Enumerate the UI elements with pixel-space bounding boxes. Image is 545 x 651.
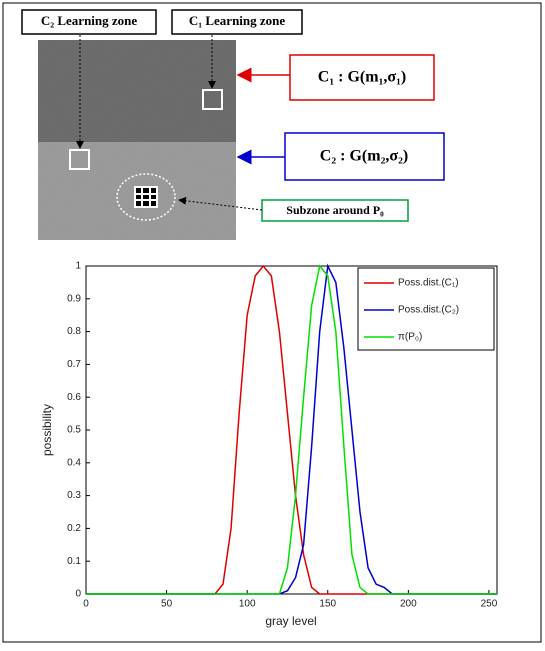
y-axis-label: possibility (40, 404, 54, 456)
figure: C₂ Learning zone C₁ Learning zone C₁ : G… (0, 0, 545, 646)
c1-zone-label: C₁ Learning zone (189, 13, 286, 28)
x-tick-label: 0 (83, 599, 89, 610)
legend-label: Poss.dist.(C₁) (398, 278, 459, 289)
y-tick-label: 0.1 (67, 556, 81, 567)
y-tick-label: 0.8 (67, 326, 81, 337)
subzone-label: Subzone around P₀ (286, 203, 384, 217)
y-tick-label: 0.4 (67, 457, 81, 468)
y-tick-label: 0 (75, 589, 81, 600)
y-tick-label: 0.3 (67, 490, 81, 501)
x-tick-label: 250 (481, 599, 498, 610)
legend-label: π(P₀) (398, 332, 422, 343)
c2-model: C₂ : G(m₂,σ₂) (320, 148, 408, 165)
y-tick-label: 0.6 (67, 392, 81, 403)
legend-label: Poss.dist.(C₂) (398, 305, 459, 316)
y-tick-label: 0.9 (67, 293, 81, 304)
x-axis-label: gray level (265, 614, 316, 628)
texture-image (38, 40, 236, 240)
x-tick-label: 100 (239, 599, 256, 610)
c1-model: C₁ : G(m₁,σ₁) (318, 69, 406, 86)
y-tick-label: 0.5 (67, 425, 81, 436)
y-tick-label: 0.7 (67, 359, 81, 370)
c2-zone-label: C₂ Learning zone (41, 13, 138, 28)
y-tick-label: 1 (75, 261, 81, 272)
x-tick-label: 200 (400, 599, 417, 610)
x-tick-label: 50 (161, 599, 173, 610)
y-tick-label: 0.2 (67, 523, 81, 534)
x-tick-label: 150 (319, 599, 336, 610)
